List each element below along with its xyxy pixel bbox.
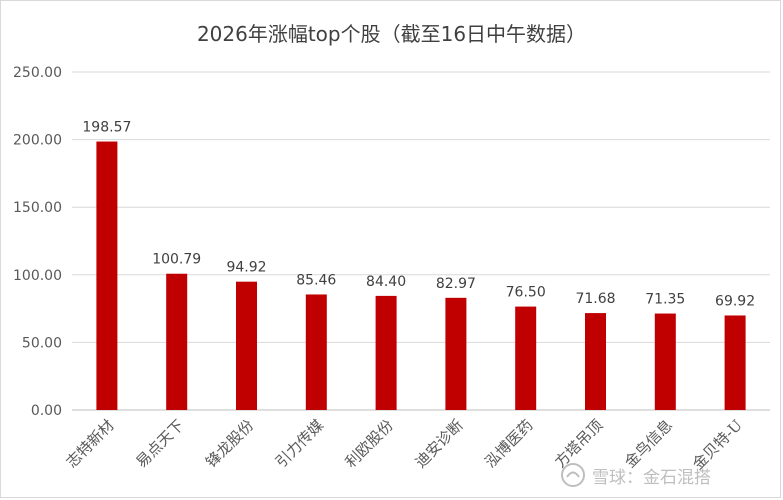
bar — [96, 141, 118, 410]
bar — [724, 315, 746, 410]
data-label: 85.46 — [296, 272, 336, 288]
data-label: 100.79 — [152, 252, 201, 268]
snowball-logo-icon — [561, 463, 585, 487]
data-label: 82.97 — [436, 276, 476, 292]
bar — [375, 295, 397, 410]
bar — [236, 281, 257, 410]
x-tick-label: 志特新材 — [63, 416, 118, 471]
watermark-text: 雪球：金石混搭 — [592, 467, 711, 488]
x-tick-label: 迪安诊断 — [412, 416, 467, 471]
data-label: 71.68 — [575, 291, 615, 307]
data-label: 84.40 — [366, 274, 406, 290]
bar — [305, 294, 327, 410]
y-tick-label: 250.00 — [13, 65, 62, 81]
x-tick-label: 泓博医药 — [481, 416, 536, 471]
watermark: 雪球：金石混搭 — [560, 458, 775, 492]
bar — [585, 313, 606, 410]
y-tick-label: 100.00 — [13, 268, 62, 284]
data-label: 69.92 — [715, 293, 755, 309]
y-tick-label: 0.00 — [31, 403, 62, 419]
bar — [654, 313, 676, 410]
bar — [445, 297, 467, 410]
x-tick-label: 易点天下 — [132, 416, 187, 471]
data-label: 76.50 — [506, 285, 546, 301]
bar — [515, 306, 537, 410]
x-tick-label: 引力传媒 — [272, 416, 327, 471]
x-tick-label: 利欧股份 — [342, 416, 397, 471]
y-tick-label: 200.00 — [13, 133, 62, 149]
chart-title: 2026年涨幅top个股（截至16日中午数据） — [196, 22, 587, 46]
y-tick-label: 50.00 — [22, 335, 62, 351]
data-label: 71.35 — [645, 292, 685, 308]
bar — [166, 273, 188, 410]
data-label: 94.92 — [226, 260, 266, 276]
y-tick-label: 150.00 — [13, 200, 62, 216]
data-label: 198.57 — [82, 120, 131, 136]
x-tick-label: 锋龙股份 — [202, 416, 257, 471]
